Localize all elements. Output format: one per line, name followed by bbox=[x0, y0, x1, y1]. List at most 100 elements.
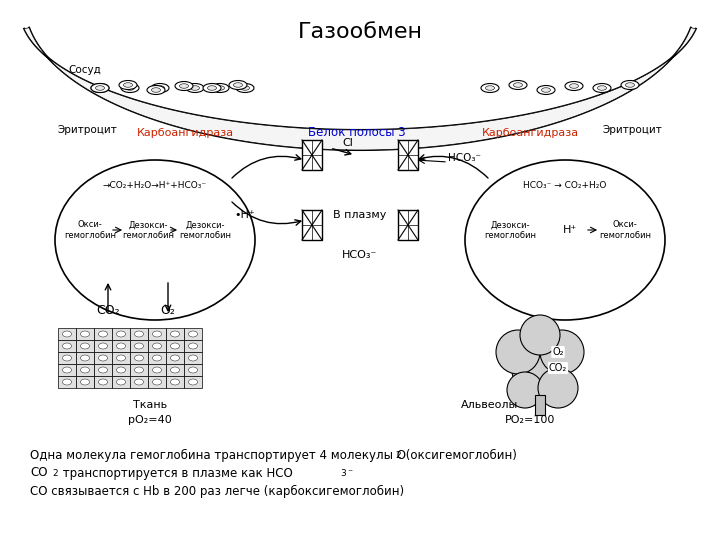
Bar bbox=[112, 340, 130, 352]
Text: CO: CO bbox=[30, 467, 48, 480]
Text: pO₂=40: pO₂=40 bbox=[128, 415, 172, 425]
Text: 2: 2 bbox=[395, 450, 400, 460]
Ellipse shape bbox=[211, 84, 229, 92]
Ellipse shape bbox=[171, 355, 179, 361]
Bar bbox=[184, 376, 202, 388]
Text: Карбоангидраза: Карбоангидраза bbox=[482, 128, 579, 138]
Ellipse shape bbox=[91, 84, 109, 92]
Ellipse shape bbox=[593, 84, 611, 92]
Bar bbox=[76, 328, 94, 340]
Bar bbox=[76, 376, 94, 388]
Text: 2: 2 bbox=[52, 469, 58, 477]
Ellipse shape bbox=[99, 379, 107, 385]
Text: Окси-
гемоглобин: Окси- гемоглобин bbox=[64, 220, 116, 240]
Bar bbox=[148, 352, 166, 364]
Ellipse shape bbox=[236, 84, 254, 92]
Bar bbox=[58, 364, 76, 376]
Text: •H⁺: •H⁺ bbox=[235, 210, 256, 220]
FancyBboxPatch shape bbox=[535, 395, 545, 415]
Ellipse shape bbox=[135, 343, 143, 349]
Ellipse shape bbox=[135, 355, 143, 361]
Text: Эритроцит: Эритроцит bbox=[58, 125, 118, 135]
Ellipse shape bbox=[171, 367, 179, 373]
Ellipse shape bbox=[598, 86, 606, 90]
Bar bbox=[130, 328, 148, 340]
Ellipse shape bbox=[151, 84, 169, 92]
Ellipse shape bbox=[96, 86, 104, 90]
Bar bbox=[166, 340, 184, 352]
Text: Сосуд: Сосуд bbox=[68, 65, 101, 75]
Text: →CO₂+H₂O→H⁺+HCO₃⁻: →CO₂+H₂O→H⁺+HCO₃⁻ bbox=[103, 180, 207, 190]
Ellipse shape bbox=[135, 367, 143, 373]
Text: транспортируется в плазме как HCO: транспортируется в плазме как HCO bbox=[59, 467, 293, 480]
Ellipse shape bbox=[481, 84, 499, 92]
Text: Дезокси-
гемоглобин: Дезокси- гемоглобин bbox=[122, 220, 174, 240]
Bar bbox=[112, 364, 130, 376]
Ellipse shape bbox=[81, 355, 89, 361]
Bar bbox=[148, 328, 166, 340]
Circle shape bbox=[496, 330, 540, 374]
Bar bbox=[58, 340, 76, 352]
Bar bbox=[148, 340, 166, 352]
Circle shape bbox=[540, 330, 584, 374]
Ellipse shape bbox=[565, 82, 583, 91]
Ellipse shape bbox=[121, 84, 139, 92]
Ellipse shape bbox=[171, 379, 179, 385]
Ellipse shape bbox=[125, 86, 135, 90]
Text: O₂: O₂ bbox=[552, 347, 564, 357]
Ellipse shape bbox=[119, 80, 137, 90]
Bar bbox=[94, 328, 112, 340]
Ellipse shape bbox=[124, 83, 132, 87]
Ellipse shape bbox=[99, 355, 107, 361]
Circle shape bbox=[520, 315, 560, 355]
Ellipse shape bbox=[509, 80, 527, 90]
Ellipse shape bbox=[203, 84, 221, 92]
FancyBboxPatch shape bbox=[398, 210, 418, 240]
Ellipse shape bbox=[91, 84, 109, 92]
Ellipse shape bbox=[96, 86, 104, 90]
Circle shape bbox=[512, 342, 568, 398]
Ellipse shape bbox=[191, 86, 199, 90]
Ellipse shape bbox=[153, 355, 161, 361]
Ellipse shape bbox=[215, 86, 225, 90]
Text: Дезокси-
гемоглобин: Дезокси- гемоглобин bbox=[484, 220, 536, 240]
Ellipse shape bbox=[99, 343, 107, 349]
Bar bbox=[76, 340, 94, 352]
Text: H⁺: H⁺ bbox=[563, 225, 577, 235]
Ellipse shape bbox=[63, 367, 71, 373]
FancyBboxPatch shape bbox=[398, 140, 418, 170]
Text: CO₂: CO₂ bbox=[96, 303, 120, 316]
Text: Карбоангидраза: Карбоангидраза bbox=[136, 128, 233, 138]
Ellipse shape bbox=[63, 355, 71, 361]
Bar bbox=[94, 352, 112, 364]
Text: Дезокси-
гемоглобин: Дезокси- гемоглобин bbox=[179, 220, 231, 240]
Ellipse shape bbox=[99, 331, 107, 337]
Ellipse shape bbox=[147, 85, 165, 94]
Ellipse shape bbox=[81, 367, 89, 373]
Text: Газообмен: Газообмен bbox=[297, 22, 423, 42]
Ellipse shape bbox=[513, 83, 523, 87]
Bar bbox=[166, 364, 184, 376]
Text: Cl: Cl bbox=[343, 138, 354, 148]
Bar bbox=[76, 364, 94, 376]
Ellipse shape bbox=[189, 355, 197, 361]
Ellipse shape bbox=[171, 343, 179, 349]
Text: Эритроцит: Эритроцит bbox=[602, 125, 662, 135]
Bar bbox=[130, 352, 148, 364]
Bar bbox=[166, 352, 184, 364]
Bar bbox=[76, 352, 94, 364]
Ellipse shape bbox=[55, 160, 255, 320]
Ellipse shape bbox=[81, 379, 89, 385]
Ellipse shape bbox=[63, 379, 71, 385]
Text: В плазму: В плазму bbox=[333, 210, 387, 220]
Ellipse shape bbox=[186, 84, 204, 92]
Bar bbox=[58, 376, 76, 388]
Ellipse shape bbox=[117, 331, 125, 337]
Text: HCO₃⁻: HCO₃⁻ bbox=[342, 250, 378, 260]
Bar bbox=[94, 364, 112, 376]
Ellipse shape bbox=[135, 379, 143, 385]
Bar bbox=[130, 340, 148, 352]
Bar bbox=[166, 376, 184, 388]
Ellipse shape bbox=[621, 80, 639, 90]
Text: CO связывается с Hb в 200 раз легче (карбоксигемоглобин): CO связывается с Hb в 200 раз легче (кар… bbox=[30, 484, 404, 497]
